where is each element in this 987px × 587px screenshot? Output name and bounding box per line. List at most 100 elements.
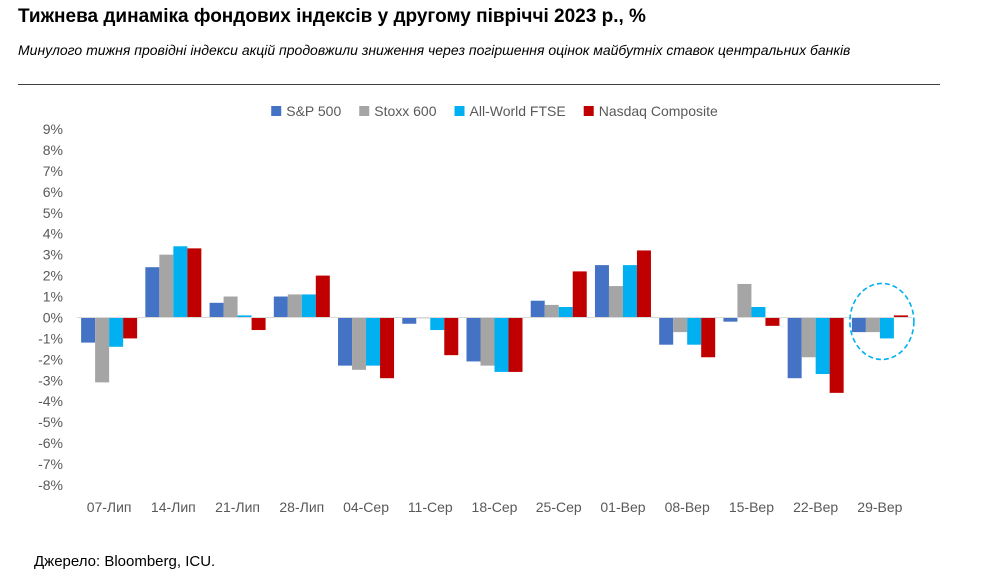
bar: [815, 317, 830, 375]
y-tick-label: 2%: [43, 268, 63, 284]
x-tick-label: 18-Сер: [472, 499, 518, 515]
x-tick-label: 21-Лип: [215, 499, 260, 515]
chart-subtitle: Минулого тижня провідні індекси акцій пр…: [18, 42, 851, 58]
x-tick-label: 14-Лип: [151, 499, 196, 515]
bar: [723, 317, 738, 322]
bar: [701, 317, 716, 358]
y-tick-label: -3%: [38, 372, 63, 388]
bar: [444, 317, 459, 356]
bar: [287, 294, 302, 318]
bar: [879, 317, 894, 339]
legend-swatch: [583, 106, 594, 116]
bar: [159, 254, 174, 318]
bar: [187, 248, 202, 318]
bar: [301, 294, 316, 318]
bar: [237, 315, 252, 318]
legend-swatch: [454, 106, 465, 116]
x-tick-label: 11-Сер: [408, 499, 453, 515]
legend-item: Stoxx 600: [359, 103, 437, 119]
bar: [145, 267, 160, 318]
y-tick-label: 1%: [43, 289, 63, 305]
bar: [608, 286, 623, 318]
annotations: [849, 282, 915, 361]
bar: [659, 317, 674, 345]
bar: [787, 317, 802, 379]
legend-label: Stoxx 600: [374, 103, 436, 119]
highlight-ellipse: [849, 282, 915, 361]
bar: [893, 315, 908, 318]
y-tick-label: 0%: [43, 309, 63, 325]
bar: [466, 317, 481, 362]
x-tick-label: 08-Вер: [665, 499, 710, 515]
bar: [338, 317, 353, 366]
y-tick-label: -7%: [38, 456, 63, 472]
bar: [402, 317, 417, 324]
bar: [95, 317, 110, 383]
bar: [865, 317, 880, 333]
x-tick-label: 15-Вер: [729, 499, 774, 515]
bar: [273, 296, 288, 318]
bar: [801, 317, 816, 358]
y-axis: 9% 8% 7% 6% 5% 4% 3% 2% 1% 0% -1% -2% -3% -4% -5% -6% -7…: [38, 121, 63, 493]
bar: [366, 317, 381, 366]
x-tick-label: 29-Вер: [857, 499, 902, 515]
bars: [81, 246, 908, 393]
bar: [687, 317, 702, 345]
y-tick-label: 5%: [43, 205, 63, 221]
bar: [81, 317, 96, 343]
bar: [494, 317, 509, 372]
bar: [673, 317, 688, 333]
bar: [530, 300, 545, 318]
x-tick-label: 04-Сер: [343, 499, 389, 515]
y-tick-label: -2%: [38, 351, 63, 367]
bar: [223, 296, 238, 318]
x-tick-label: 25-Сер: [536, 499, 582, 515]
legend: S&P 500 Stoxx 600 All-World FTSE Nasdaq Com…: [271, 103, 718, 119]
chart-title: Тижнева динаміка фондових індексів у дру…: [18, 6, 646, 27]
legend-item: S&P 500: [271, 103, 341, 119]
bar: [544, 304, 559, 318]
x-tick-label: 28-Лип: [279, 499, 324, 515]
legend-item: Nasdaq Composite: [583, 103, 718, 119]
bar: [737, 283, 752, 318]
legend-swatch: [271, 106, 282, 116]
bar: [315, 275, 330, 318]
bar: [751, 307, 766, 318]
bar: [851, 317, 866, 333]
y-tick-label: 8%: [43, 142, 63, 158]
bar: [209, 302, 224, 318]
legend-label: Nasdaq Composite: [599, 103, 718, 119]
bar: [572, 271, 587, 318]
bar: [480, 317, 495, 366]
bar: [173, 246, 188, 318]
bar: [109, 317, 124, 347]
bar: [352, 317, 367, 370]
bar: [508, 317, 523, 372]
y-tick-label: 9%: [43, 121, 63, 137]
y-tick-label: -4%: [38, 393, 63, 409]
y-tick-label: -1%: [38, 330, 63, 346]
y-tick-label: -5%: [38, 414, 63, 430]
legend-label: All-World FTSE: [470, 103, 566, 119]
source-note: Джерело: Bloomberg, ICU.: [34, 553, 216, 570]
bar: [123, 317, 138, 339]
legend-label: S&P 500: [286, 103, 341, 119]
y-tick-label: 6%: [43, 184, 63, 200]
x-tick-label: 07-Лип: [87, 499, 132, 515]
bar: [251, 317, 266, 331]
bar: [622, 265, 637, 318]
bar: [765, 317, 780, 326]
x-tick-label: 01-Вер: [600, 499, 645, 515]
y-tick-label: -6%: [38, 435, 63, 451]
header-divider: [18, 84, 940, 85]
bar: [594, 265, 609, 318]
bar: [558, 307, 573, 318]
bar: [636, 250, 651, 318]
legend-swatch: [359, 106, 370, 116]
x-tick-label: 22-Вер: [793, 499, 838, 515]
y-tick-label: 4%: [43, 226, 63, 242]
y-tick-label: 3%: [43, 247, 63, 263]
bar: [430, 317, 445, 331]
y-tick-label: -8%: [38, 477, 63, 493]
